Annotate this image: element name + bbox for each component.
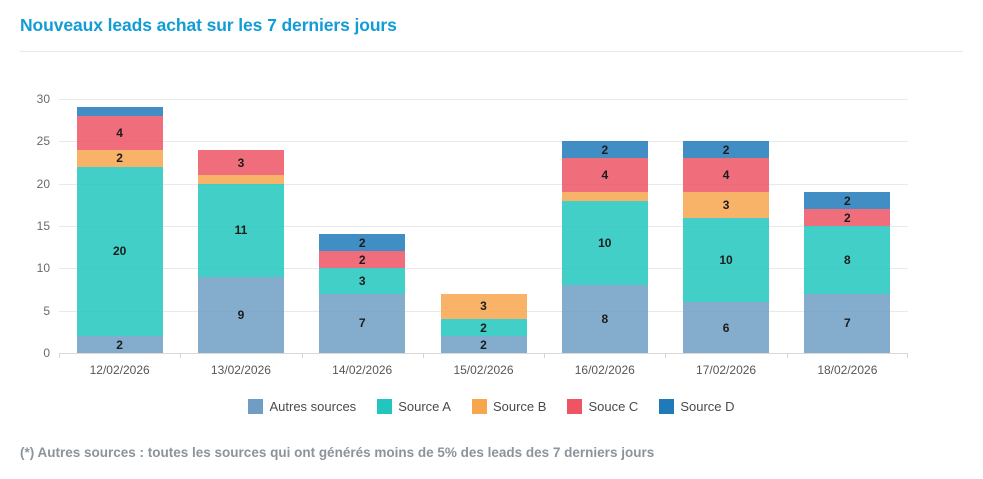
bar-segment[interactable]: 3 <box>319 268 406 294</box>
legend-label: Source D <box>680 398 735 414</box>
legend-item[interactable]: Source B <box>471 398 547 414</box>
legend-swatch <box>659 398 675 414</box>
bar-segment[interactable]: 7 <box>804 293 891 353</box>
legend-label: Source A <box>398 398 451 414</box>
x-axis-tick <box>422 353 424 358</box>
bar-segment[interactable]: 4 <box>561 158 648 193</box>
x-axis-tick <box>665 353 667 358</box>
bar-segment[interactable]: 10 <box>683 217 770 303</box>
x-axis-label: 18/02/2026 <box>817 363 878 377</box>
bar-segment[interactable]: 11 <box>197 183 284 277</box>
bar-segment[interactable]: 8 <box>804 226 891 294</box>
bar-segment[interactable]: 2 <box>804 192 891 210</box>
x-axis-tick <box>786 353 788 358</box>
x-axis-label: 16/02/2026 <box>574 363 635 377</box>
x-axis-tick <box>180 353 182 358</box>
x-axis-tick <box>59 353 60 358</box>
legend-swatch <box>567 398 583 414</box>
bar-segment[interactable]: 4 <box>683 158 770 193</box>
gridline <box>59 183 908 185</box>
bar-segment[interactable] <box>561 192 648 201</box>
legend-label: Souce C <box>588 398 639 414</box>
bar-segment[interactable]: 3 <box>683 192 770 218</box>
bar-segment[interactable]: 2 <box>804 209 891 226</box>
x-axis-label: 13/02/2026 <box>210 363 271 377</box>
bar-segment[interactable]: 3 <box>440 293 527 320</box>
bar-segment[interactable]: 7 <box>319 293 406 353</box>
x-axis-label: 14/02/2026 <box>332 363 393 377</box>
bar-segment[interactable]: 2 <box>76 149 163 167</box>
bar-segment[interactable]: 3 <box>197 149 284 176</box>
chart-legend: Autres sources Source A Source B Souce C Sou… <box>0 396 983 416</box>
legend-item[interactable]: Source A <box>377 398 451 414</box>
bar-segment[interactable]: 2 <box>319 251 406 269</box>
legend-swatch <box>377 398 393 414</box>
y-axis-tick-label: 30 <box>36 92 50 106</box>
bar-segment[interactable]: 2 <box>76 336 163 353</box>
plot-area: 0 5 10 15 20 25 30 12/02/2026 2 20 2 4 13/02/2026 9 11… <box>37 93 908 376</box>
page-title: Nouveaux leads achat sur les 7 derniers … <box>20 15 397 35</box>
x-axis-label: 15/02/2026 <box>453 363 514 377</box>
x-axis-tick <box>544 353 546 358</box>
footnote: (*) Autres sources : toutes les sources … <box>20 445 655 460</box>
bar-segment[interactable]: 10 <box>561 200 648 286</box>
y-axis-tick-label: 0 <box>43 346 50 360</box>
legend-swatch <box>471 398 487 414</box>
x-axis-line <box>59 353 908 354</box>
bar-segment[interactable] <box>197 175 284 184</box>
title-divider <box>20 51 963 52</box>
bar-segment[interactable]: 8 <box>561 285 648 353</box>
legend-label: Source B <box>492 398 547 414</box>
gridline <box>59 226 908 227</box>
legend-item[interactable]: Autres sources <box>248 398 357 414</box>
x-axis-label: 12/02/2026 <box>89 363 150 377</box>
legend-item[interactable]: Souce C <box>567 398 639 414</box>
y-axis-tick-label: 5 <box>43 303 50 318</box>
x-axis-tick <box>301 353 303 358</box>
bar-segment[interactable]: 9 <box>197 276 284 353</box>
bar-segment[interactable]: 2 <box>683 141 770 159</box>
gridline <box>59 141 908 143</box>
bar-segment[interactable]: 6 <box>683 302 770 353</box>
bar-segment[interactable]: 20 <box>76 166 163 337</box>
x-axis-label: 17/02/2026 <box>696 363 757 377</box>
y-axis-tick-label: 25 <box>36 134 50 149</box>
legend-swatch <box>248 398 264 414</box>
bar-segment[interactable]: 2 <box>440 319 527 337</box>
bar-segment[interactable]: 4 <box>76 115 163 150</box>
bar-segment[interactable]: 2 <box>440 336 527 353</box>
legend-item[interactable]: Source D <box>659 398 735 414</box>
x-axis-tick <box>907 353 908 358</box>
y-axis-tick-label: 15 <box>36 219 50 233</box>
y-axis-tick-label: 10 <box>36 261 50 276</box>
y-axis-tick-label: 20 <box>36 176 50 191</box>
bar-segment[interactable]: 2 <box>319 234 406 252</box>
bar-segment[interactable]: 2 <box>561 141 648 159</box>
gridline <box>59 99 908 100</box>
bar-segment[interactable] <box>76 107 163 116</box>
gridline <box>59 268 908 270</box>
legend-label: Autres sources <box>269 398 357 414</box>
